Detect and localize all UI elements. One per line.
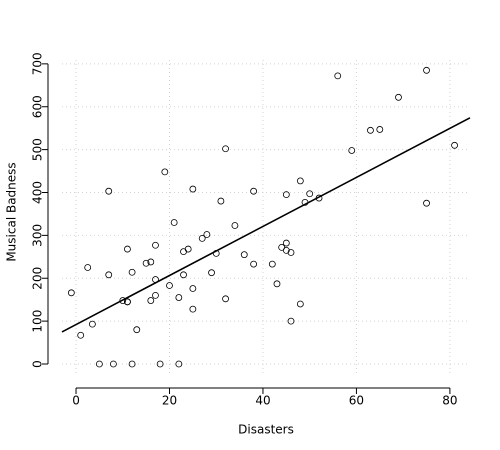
point (287, 249, 295, 256)
point (119, 297, 127, 304)
point (128, 268, 136, 276)
point (170, 219, 178, 226)
y-axis-label: Musical Badness (5, 162, 19, 261)
y-tick-label: 400 (31, 181, 45, 204)
point (423, 199, 430, 207)
x-tick-label: 40 (255, 394, 270, 408)
point (105, 187, 113, 195)
point (166, 282, 173, 289)
point (88, 320, 96, 328)
point (198, 234, 206, 242)
point (156, 360, 164, 368)
point (128, 360, 136, 368)
point (268, 260, 276, 268)
x-tick-label: 80 (442, 394, 457, 408)
point (217, 197, 225, 205)
point (110, 360, 117, 368)
point (222, 295, 229, 303)
point (423, 66, 430, 74)
point (287, 317, 295, 325)
point (105, 271, 113, 279)
point (133, 326, 141, 334)
y-tick-label: 500 (31, 138, 45, 161)
point (184, 245, 192, 253)
point (222, 145, 229, 153)
point (367, 126, 374, 134)
point (124, 298, 131, 306)
point (203, 231, 211, 238)
point (282, 191, 290, 199)
point (306, 190, 314, 198)
x-tick-label: 60 (349, 394, 364, 408)
point (282, 239, 290, 247)
point (208, 269, 215, 277)
x-tick-label: 20 (162, 394, 177, 408)
x-tick-label: 0 (72, 394, 80, 408)
point (175, 360, 183, 368)
point (240, 251, 248, 259)
point (175, 294, 183, 301)
point (147, 258, 155, 266)
point (152, 291, 159, 299)
regression-line (61, 117, 471, 333)
point (231, 222, 239, 229)
point (142, 259, 150, 267)
y-tick-label: 300 (31, 224, 45, 247)
point (84, 264, 92, 271)
point (278, 243, 286, 251)
point (189, 305, 197, 313)
point (296, 300, 304, 308)
point (348, 147, 356, 154)
y-tick-label: 200 (31, 267, 45, 290)
point (180, 271, 187, 279)
point (334, 72, 342, 80)
point (152, 241, 159, 249)
point (147, 297, 155, 304)
point (282, 246, 290, 254)
point (296, 177, 304, 185)
point (273, 280, 281, 288)
y-tick-label: 0 (31, 360, 45, 368)
point (77, 331, 85, 339)
point (189, 185, 197, 193)
point (451, 141, 458, 149)
point (250, 187, 258, 195)
point (95, 360, 103, 368)
point (161, 168, 169, 176)
x-axis-label: Disasters (238, 423, 294, 437)
point (395, 93, 402, 101)
point (189, 285, 197, 292)
point (376, 126, 384, 133)
point (250, 260, 258, 268)
y-tick-label: 600 (31, 95, 45, 118)
point (67, 289, 75, 297)
y-tick-label: 100 (31, 310, 45, 333)
y-tick-label: 700 (31, 52, 45, 75)
point (124, 245, 131, 253)
